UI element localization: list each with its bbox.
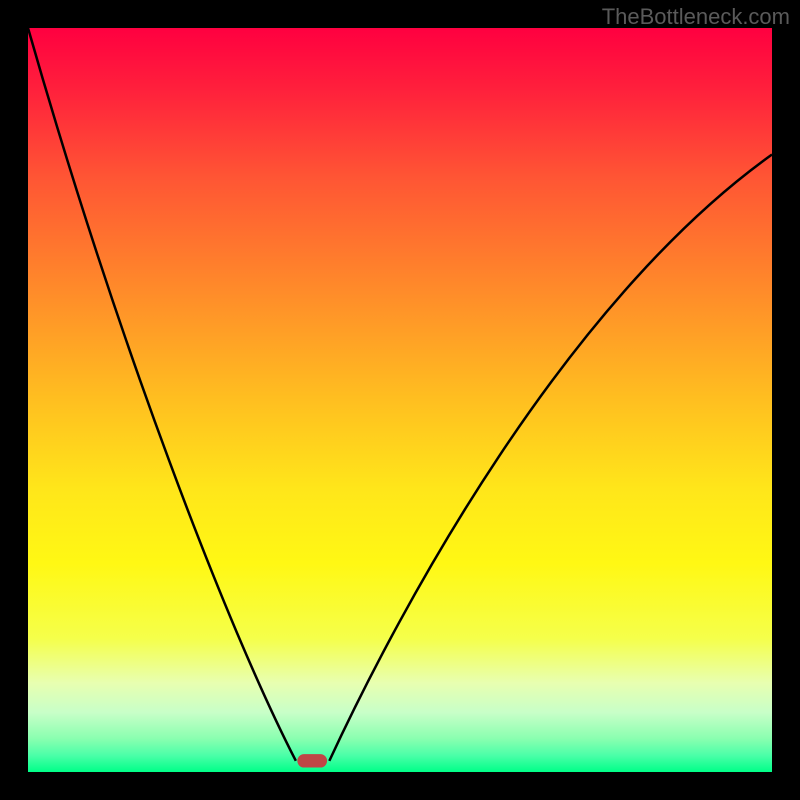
chart-container: TheBottleneck.com: [0, 0, 800, 800]
plot-background: [28, 28, 772, 772]
watermark-text: TheBottleneck.com: [602, 4, 790, 30]
bottleneck-chart: [0, 0, 800, 800]
minimum-marker: [297, 754, 327, 767]
